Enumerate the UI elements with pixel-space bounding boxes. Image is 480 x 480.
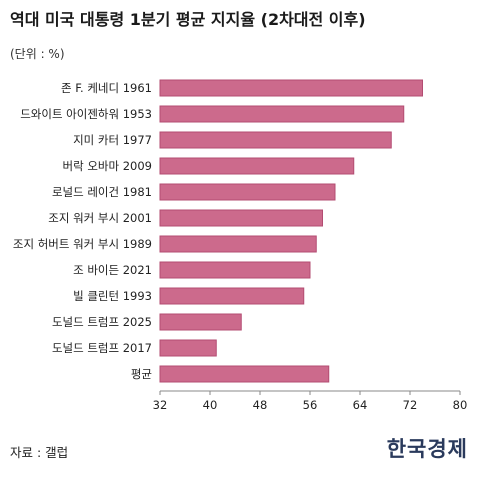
category-label: 조 바이든 2021 — [73, 263, 152, 277]
bar — [159, 79, 423, 97]
category-label: 지미 카터 1977 — [73, 133, 152, 147]
bar — [159, 209, 323, 227]
unit-label: (단위 : %) — [10, 47, 65, 61]
category-label: 버락 오바마 2009 — [63, 159, 152, 173]
category-label: 조지 허버트 워커 부시 1989 — [13, 237, 152, 251]
category-label: 빌 클린턴 1993 — [73, 289, 152, 303]
brand-logo: 한국경제 — [386, 436, 468, 461]
bar — [159, 157, 355, 175]
x-tick-label: 48 — [253, 398, 268, 412]
bar — [159, 131, 392, 149]
x-tick-label: 40 — [203, 398, 218, 412]
x-tick-label: 32 — [153, 398, 168, 412]
bar — [159, 105, 405, 123]
bar — [159, 183, 336, 201]
x-tick-label: 56 — [303, 398, 318, 412]
category-label: 평균 — [131, 367, 152, 381]
category-label: 도널드 트럼프 2017 — [52, 341, 152, 355]
x-tick-label: 80 — [453, 398, 468, 412]
bar — [159, 287, 305, 305]
category-label: 드와이트 아이젠하워 1953 — [20, 107, 152, 121]
source-label: 자료 : 갤럽 — [10, 445, 69, 460]
bar — [159, 313, 242, 331]
category-label: 존 F. 케네디 1961 — [61, 81, 152, 95]
category-label: 도널드 트럼프 2025 — [52, 315, 152, 329]
bar — [159, 235, 317, 253]
x-tick-label: 64 — [353, 398, 368, 412]
x-tick-label: 72 — [403, 398, 418, 412]
bar — [159, 339, 217, 357]
category-label: 조지 워커 부시 2001 — [48, 211, 152, 225]
bar — [159, 365, 330, 383]
category-label: 로널드 레이건 1981 — [52, 185, 152, 199]
bar — [159, 261, 311, 279]
chart-title: 역대 미국 대통령 1분기 평균 지지율 (2차대전 이후) — [10, 10, 366, 29]
